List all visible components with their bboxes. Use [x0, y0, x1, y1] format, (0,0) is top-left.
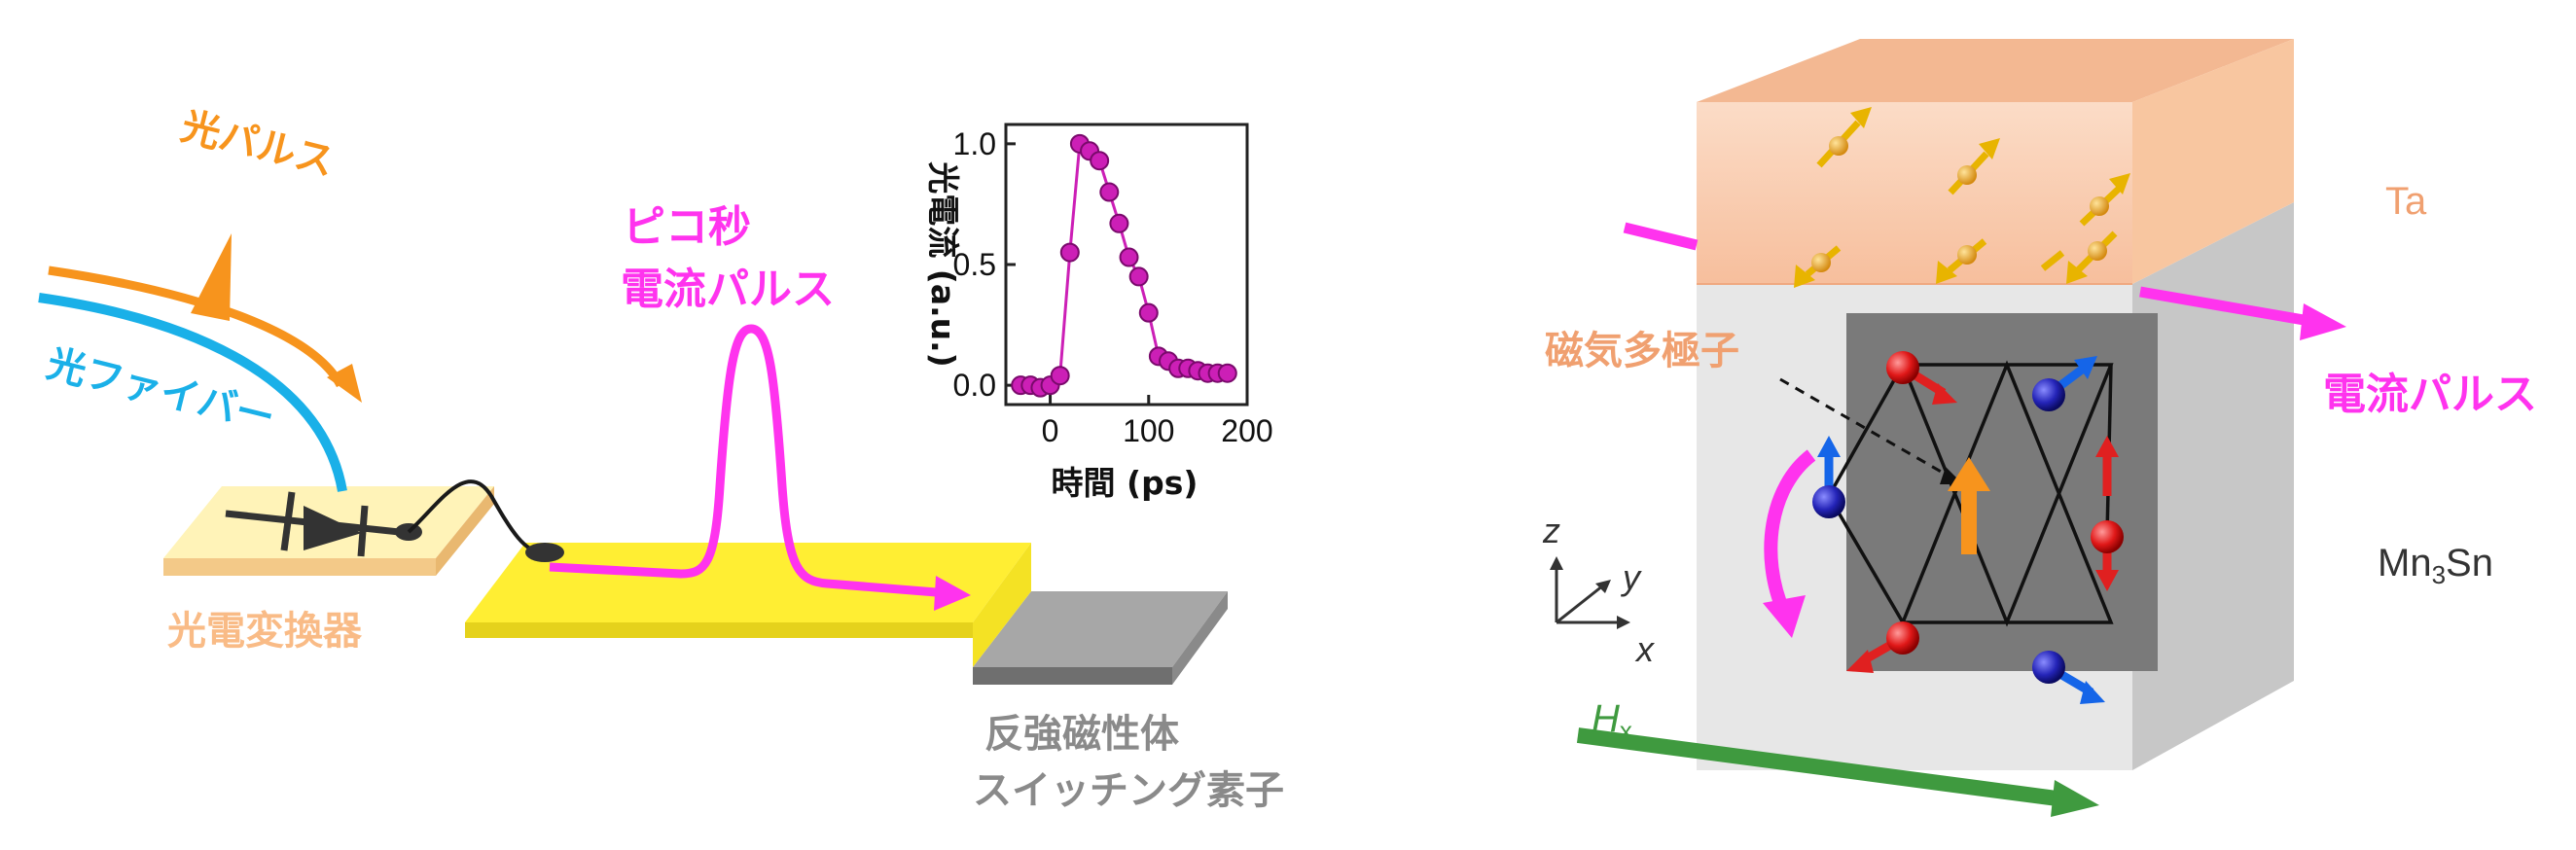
right-heterostructure-diagram: z y x Ta 電流パルス Mn3Sn 磁気多極子 Hx [1542, 39, 2537, 817]
y-tick-label: 0.5 [953, 247, 996, 282]
y-tick-label: 0.0 [953, 368, 996, 403]
ta-side-face [2132, 39, 2294, 284]
device-side [1172, 591, 1228, 685]
kagome-dark-panel [1846, 313, 2158, 671]
mn3sn-side-face [2132, 202, 2294, 770]
stripline-top [465, 543, 1031, 622]
chart-ticks: 0 100 200 0.0 0.5 1.0 [953, 126, 1273, 448]
ta-label: Ta [2385, 180, 2427, 223]
chart-x-axis-label: 時間 (ps) [1052, 464, 1199, 502]
photocurrent-series-line [1020, 141, 1228, 390]
photocurrent-point [1109, 213, 1129, 233]
rotation-arrowhead [1763, 595, 1806, 638]
field-label: Hx [1592, 697, 1632, 745]
axis-y-label: y [1620, 557, 1642, 597]
device-top [973, 591, 1228, 667]
converter-chip-side [436, 486, 494, 576]
photocurrent-point [1050, 366, 1070, 386]
multipole-label: 磁気多極子 [1545, 329, 1739, 373]
light-pulse-arrowhead [327, 364, 362, 403]
photocurrent-point [1059, 242, 1080, 263]
current-arrow-left [1623, 222, 1699, 251]
atom-top-right [2032, 356, 2097, 411]
x-tick-label: 0 [1042, 413, 1059, 448]
x-tick-label: 100 [1123, 413, 1174, 448]
atom-mid-right [2091, 436, 2124, 591]
pico-pulse-arrow [549, 324, 949, 598]
rotation-arrow [1764, 449, 1816, 616]
multipole-pointer [1779, 377, 1950, 478]
stripline-contact [973, 543, 1031, 667]
axis-z-label: z [1542, 511, 1560, 550]
light-pulse-label: 光パルス [177, 104, 339, 185]
atom-mid-left [1812, 436, 1845, 518]
ta-front-face [1697, 102, 2132, 284]
left-device-diagram: 光パルス 光ファイバー 光電変換器 ピコ秒 電流パルス 反強磁性体 スイッチング… [38, 104, 1284, 813]
light-pulse-path [48, 266, 344, 388]
mn3sn-label: Mn3Sn [2378, 542, 2493, 589]
device-label-line1: 反強磁性体 [984, 712, 1179, 757]
current-pulse-label: 電流パルス [2323, 370, 2537, 419]
device-label-line2: スイッチング素子 [973, 768, 1284, 813]
photocurrent-point [1217, 363, 1237, 383]
converter-chip-front [163, 558, 436, 576]
kagome-lattice [1827, 360, 2114, 627]
stripline-pad [525, 543, 564, 562]
photocurrent-point [1138, 302, 1159, 323]
optical-fiber [38, 293, 347, 492]
field-arrowhead [2051, 780, 2099, 817]
y-tick-label: 1.0 [953, 126, 996, 161]
light-pulse-spike [191, 233, 232, 321]
photocurrent-point [1119, 247, 1139, 267]
x-tick-label: 200 [1221, 413, 1272, 448]
device-front [973, 667, 1172, 685]
photocurrent-point [1090, 151, 1110, 171]
atom-bottom-right [2032, 651, 2105, 704]
photocurrent-chart: 0 100 200 0.0 0.5 1.0 光電流 (a.u.) 時間 (ps) [924, 123, 1273, 502]
photocurrent-point [1099, 182, 1120, 202]
atom-bottom-left [1846, 621, 1919, 673]
photoconductor-label: 光電変換器 [167, 609, 363, 654]
pico-pulse-arrowhead [934, 576, 971, 611]
atom-top-left [1886, 351, 1957, 405]
axis-x-label: x [1634, 629, 1656, 669]
current-arrowhead [2300, 303, 2346, 340]
stripline-front [465, 622, 973, 638]
ta-top-face [1697, 39, 2294, 102]
current-arrow-right [2139, 286, 2310, 327]
field-arrow [1576, 727, 2066, 807]
coordinate-axes [1550, 556, 1630, 629]
pico-pulse-label-line1: ピコ秒 [623, 202, 751, 252]
bond-wire [407, 479, 546, 555]
pico-pulse-label-line2: 電流パルス [621, 265, 835, 314]
ta-spin-electrons [1794, 107, 2130, 288]
chart-y-axis-label: 光電流 (a.u.) [924, 161, 962, 368]
photocurrent-point [1128, 266, 1149, 287]
multipole-arrow-head [1948, 457, 1990, 491]
chart-marks [1011, 133, 1237, 398]
